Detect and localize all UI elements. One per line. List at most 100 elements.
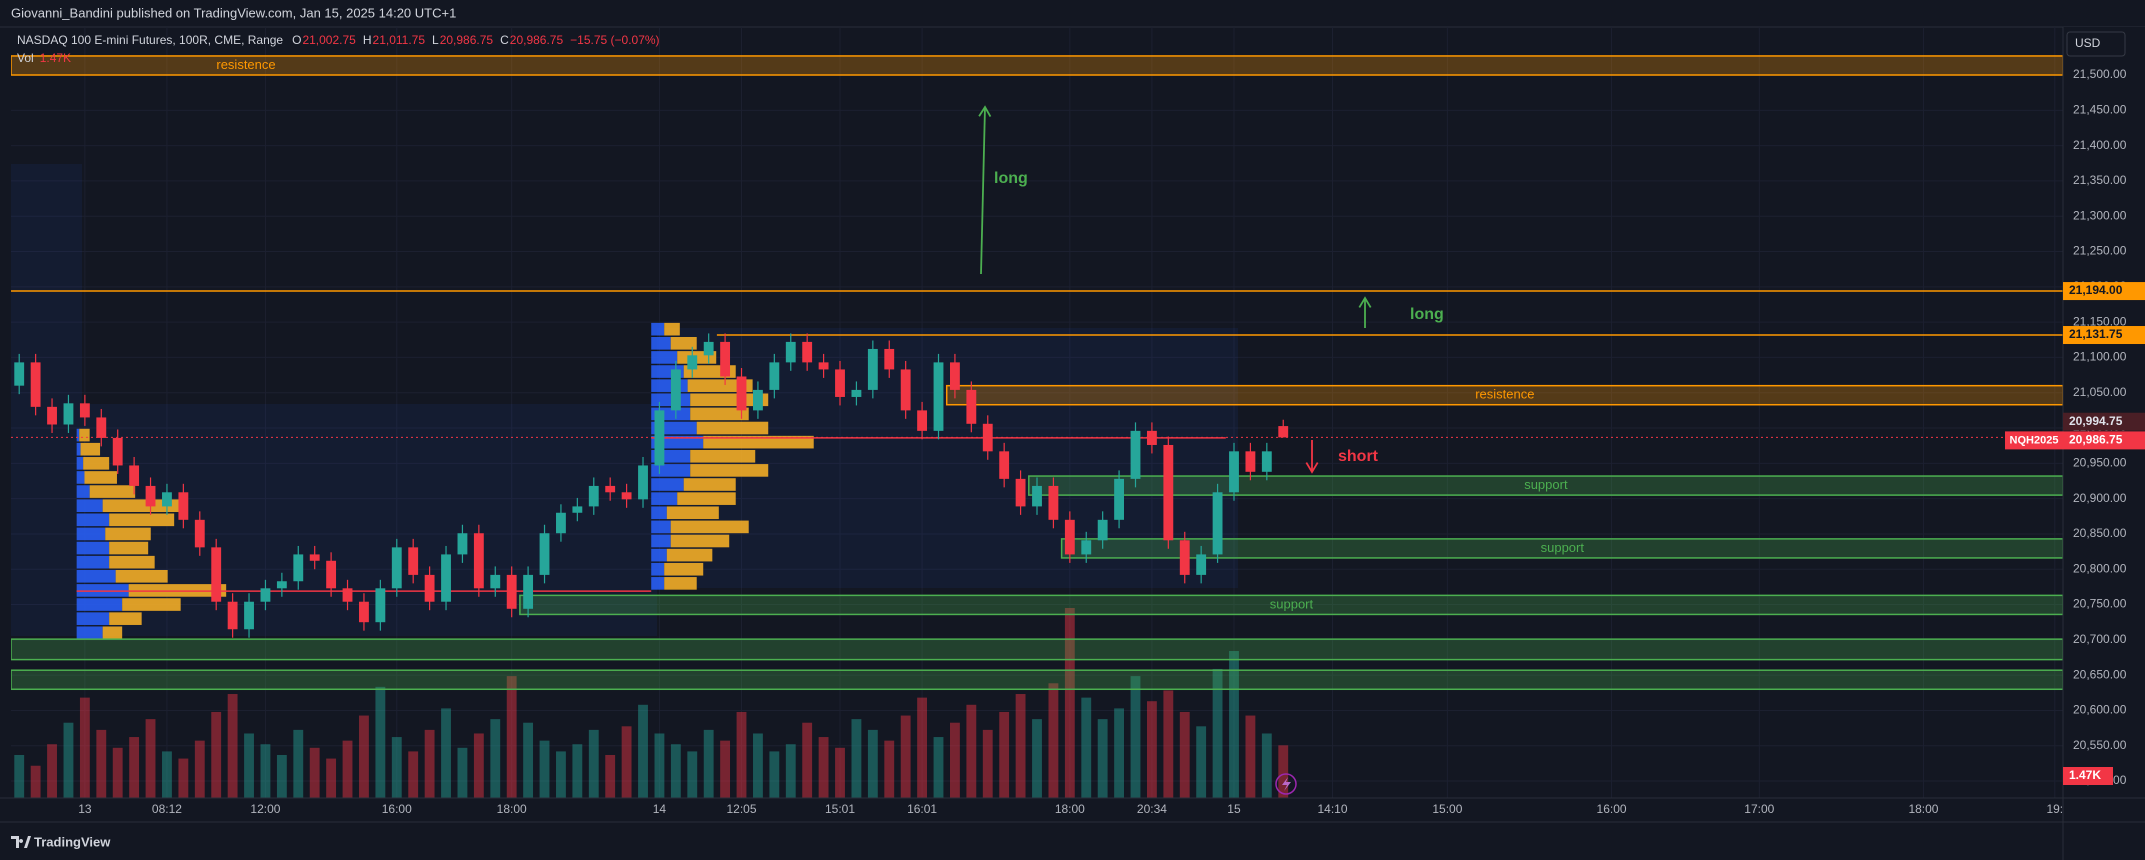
volume-bar [79,697,90,798]
candle-body [785,341,796,363]
candle-body [79,403,90,418]
profile-buy [651,534,671,548]
volume-bar [326,758,337,798]
volume-bar [1196,726,1207,798]
volume-bar [753,733,763,798]
profile-sell [89,485,136,498]
candle-body [867,348,878,390]
y-tick-label: 20,950.00 [2073,456,2127,470]
volume-bar [621,726,632,798]
candle-body [539,533,550,575]
x-tick-label: 19: [2046,802,2063,816]
profile-buy [76,598,123,611]
candle-body [900,369,911,411]
price-tag [2063,326,2145,345]
symbol-title: NASDAQ 100 E-mini Futures, 100R, CME, Ra… [17,33,283,47]
candle-body [1081,540,1092,555]
volume-bar [999,711,1010,798]
volume-bar [720,740,731,798]
profile-buy [651,351,678,364]
volume-key: Vol [17,51,34,65]
price-tag-label: 21,131.75 [2069,327,2123,341]
candle-body [588,485,599,507]
candle-body [851,389,862,397]
x-tick-label: 16:00 [1597,802,1627,816]
candle-body [1064,519,1075,555]
symbol-tag-label: NQH2025 [2010,434,2059,446]
candle-body [342,588,353,602]
volume-bar [473,733,484,798]
volume-bar [129,737,140,798]
volume-bar [884,740,895,798]
candle-body [162,492,172,507]
ohlc-key: H [363,33,372,47]
profile-sell [666,548,713,562]
profile-sell [102,499,181,513]
candle-body [112,437,123,466]
volume-bar [145,719,156,798]
candle-body [391,547,402,589]
profile-sell [696,421,769,435]
ohlc-value: 21,002.75 [302,33,356,47]
profile-sell [80,442,101,456]
candle-body [96,417,107,438]
x-tick-label: 15 [1227,802,1241,816]
x-tick-label: 17:00 [1744,802,1774,816]
candle-body [194,519,205,548]
profile-buy [651,492,678,505]
profile-buy [76,513,110,527]
volume-bar [556,751,566,798]
volume-bar [391,737,402,798]
volume-bar [605,754,616,798]
candle-body [999,451,1010,479]
price-tag-label: 20,994.75 [2069,414,2123,428]
volume-bar [802,722,813,798]
volume-bar [178,758,189,798]
profile-sell [109,541,149,555]
profile-sell [677,492,736,505]
volume-value: 1.47K [40,51,71,65]
profile-buy [651,379,688,392]
candle-body [490,574,501,589]
volume-bar [276,754,287,798]
volume-bar [490,719,501,798]
currency-box[interactable] [2066,31,2126,57]
candle-body [982,423,993,452]
publisher: Giovanni_Bandini published on TradingVie… [11,5,456,20]
zone-label: support [1270,596,1314,611]
volume-bar [703,729,714,798]
volume-bar [1114,708,1125,798]
candle-body [687,355,698,370]
symbol-tag [2005,431,2063,450]
volume-bar [424,729,435,798]
volume-bar [900,715,911,798]
volume-bar [1212,668,1223,798]
volume-bar [1015,694,1026,798]
profile-buy [651,336,671,350]
plot-area: resistence resistence support support suppor… [11,27,2063,798]
x-tick-label: 14 [653,802,667,816]
profile-buy [651,506,667,520]
alert-icon[interactable] [1275,773,1297,795]
zone [11,638,2063,661]
volume-bar [1081,697,1092,798]
profile-buy [76,555,110,569]
profile-buy [76,527,106,541]
volume-bar [588,729,599,798]
profile-sell [690,464,769,477]
volume-bar [769,751,780,798]
profile-sell [84,471,117,484]
profile-sell [115,569,168,583]
x-tick-label: 18:00 [1055,802,1085,816]
volume-bar [917,697,928,798]
candle-body [1163,444,1174,541]
y-tick-label: 21,150.00 [2073,314,2127,328]
volume-bar [654,733,665,798]
price-tag-label: 21,194.00 [2069,283,2123,297]
volume-bar [982,729,993,798]
profile-buy [651,520,671,534]
candle-body [1245,451,1256,472]
zone [11,669,2063,691]
y-tick-label: 20,900.00 [2073,491,2127,505]
